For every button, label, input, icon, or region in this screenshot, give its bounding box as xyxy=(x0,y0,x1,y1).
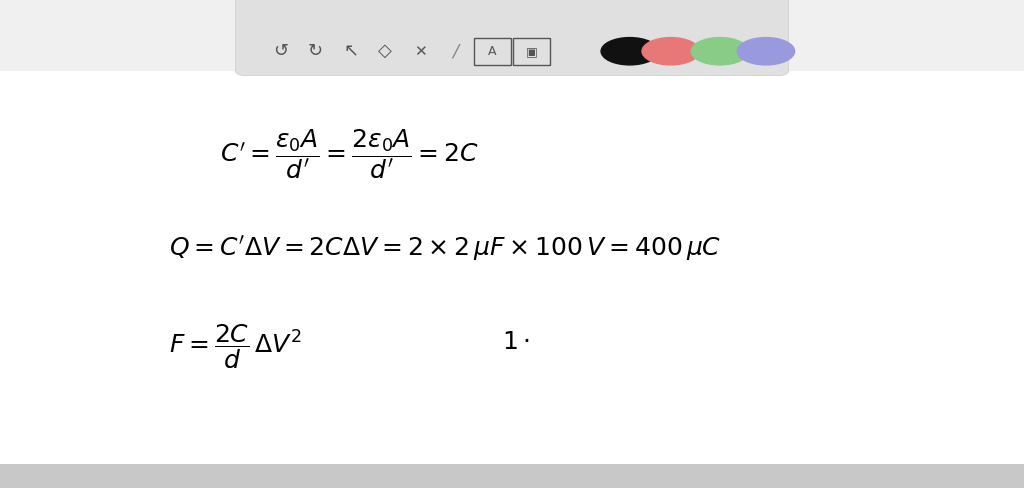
Text: ↖: ↖ xyxy=(344,42,358,60)
Text: $1\cdot$: $1\cdot$ xyxy=(502,329,529,354)
Circle shape xyxy=(642,38,699,65)
Text: ↺: ↺ xyxy=(273,42,288,60)
Text: ↻: ↻ xyxy=(308,42,323,60)
FancyBboxPatch shape xyxy=(0,464,1024,488)
Text: ▣: ▣ xyxy=(525,45,538,58)
Text: /: / xyxy=(453,42,459,60)
Text: ✕: ✕ xyxy=(415,44,427,59)
FancyBboxPatch shape xyxy=(0,71,1024,488)
Circle shape xyxy=(601,38,658,65)
FancyBboxPatch shape xyxy=(236,0,788,76)
Text: $F = \dfrac{2C}{d}\,\Delta V^2$: $F = \dfrac{2C}{d}\,\Delta V^2$ xyxy=(169,322,302,371)
Text: A: A xyxy=(488,45,497,58)
Text: $Q = C'\Delta V = 2C\Delta V = 2\times 2\,\mu F \times 100\,V = 400\,\mu C$: $Q = C'\Delta V = 2C\Delta V = 2\times 2… xyxy=(169,234,721,264)
Circle shape xyxy=(691,38,749,65)
Circle shape xyxy=(737,38,795,65)
Text: ◇: ◇ xyxy=(378,42,392,60)
Text: $C' = \dfrac{\varepsilon_0 A}{d'} = \dfrac{2\varepsilon_0 A}{d'} = 2C$: $C' = \dfrac{\varepsilon_0 A}{d'} = \dfr… xyxy=(220,127,479,181)
